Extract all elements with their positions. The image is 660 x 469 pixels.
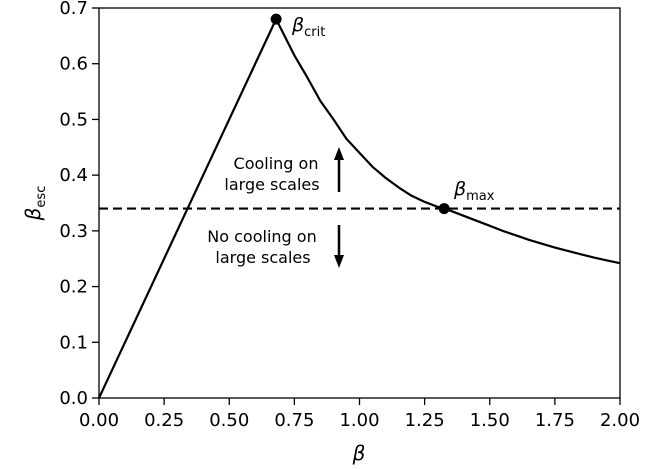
- y-axis-label: βesc: [21, 186, 49, 222]
- arrow-down-icon: [334, 225, 344, 268]
- x-tick-label: 1.50: [470, 410, 510, 431]
- annotation-no-cooling-line1: No cooling on: [207, 227, 316, 246]
- y-tick-label: 0.7: [59, 0, 88, 19]
- plot-frame: [98, 7, 621, 399]
- axes: 0.00 0.25 0.50 0.75 1.00 1.25 1.50 1.75 2.00 0.0 0…: [59, 0, 640, 431]
- point-label-beta-max-main: β: [453, 178, 466, 200]
- point-label-beta-max-sub: max: [466, 189, 495, 204]
- x-tick-label: 0.25: [144, 410, 184, 431]
- x-tick-label: 0.75: [274, 410, 314, 431]
- x-axis-label: β: [352, 441, 366, 465]
- y-tick-label: 0.6: [59, 54, 88, 75]
- point-label-beta-crit-main: β: [291, 14, 304, 36]
- marker-point: [438, 203, 450, 215]
- x-tick-label: 0.50: [209, 410, 249, 431]
- x-tick-label: 0.00: [79, 410, 119, 431]
- y-tick-label: 0.0: [59, 388, 88, 409]
- annotation-cooling-line1: Cooling on: [234, 154, 319, 173]
- y-tick-label: 0.5: [59, 109, 88, 130]
- point-label-beta-crit: βcrit: [291, 14, 325, 40]
- y-axis-label-main: β: [21, 207, 45, 221]
- y-tick-label: 0.2: [59, 277, 88, 298]
- annotation-cooling-line2: large scales: [224, 175, 319, 194]
- x-tick-label: 1.25: [405, 410, 445, 431]
- x-tick-label: 1.00: [339, 410, 379, 431]
- marker-point: [270, 13, 282, 25]
- arrow-up-icon: [334, 147, 344, 192]
- point-label-beta-max: βmax: [453, 178, 495, 204]
- plot-area: [98, 13, 621, 399]
- y-tick-label: 0.1: [59, 332, 88, 353]
- x-tick-label: 2.00: [600, 410, 640, 431]
- x-tick-label: 1.75: [535, 410, 575, 431]
- point-label-beta-crit-sub: crit: [304, 25, 325, 40]
- y-tick-label: 0.3: [59, 221, 88, 242]
- y-tick-label: 0.4: [59, 165, 88, 186]
- y-axis-label-sub: esc: [34, 186, 49, 208]
- annotation-no-cooling-line2: large scales: [215, 248, 310, 267]
